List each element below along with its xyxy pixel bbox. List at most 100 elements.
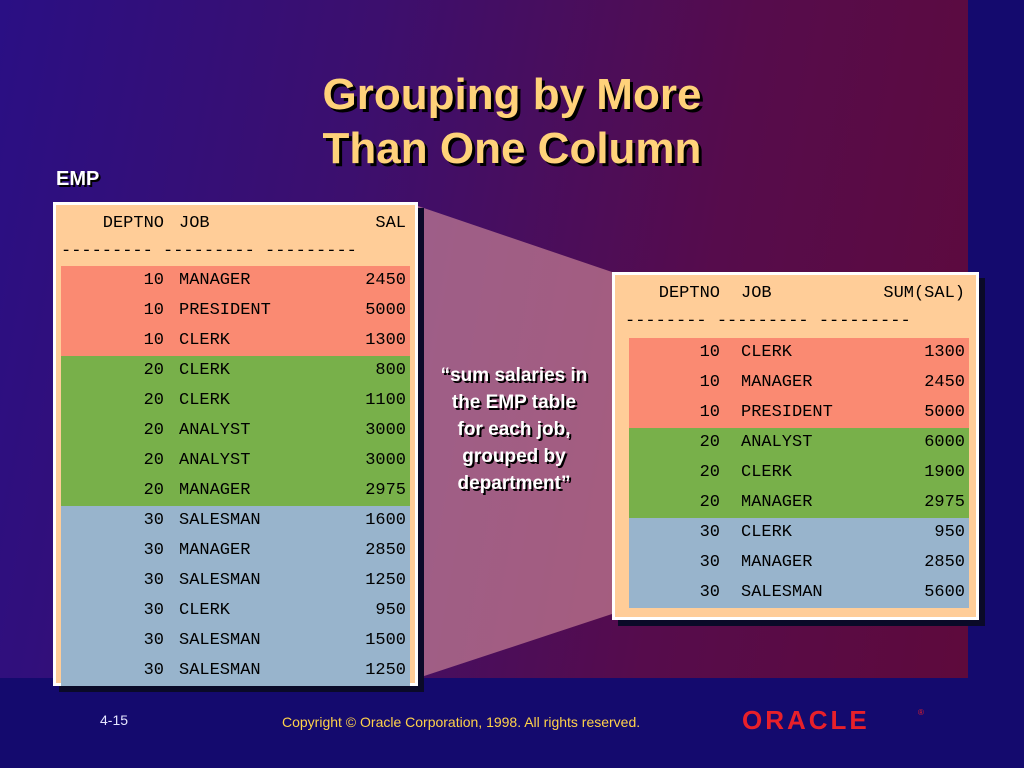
cell-sal: 1300 bbox=[924, 343, 965, 362]
cell-deptno: 30 bbox=[699, 553, 720, 572]
cell-job: ANALYST bbox=[179, 421, 251, 440]
cell-job: ANALYST bbox=[179, 451, 251, 470]
cell-sal: 5600 bbox=[924, 583, 965, 602]
callout-line: the EMP table bbox=[451, 392, 577, 413]
cell-job: CLERK bbox=[741, 523, 793, 542]
cell-job: CLERK bbox=[741, 463, 793, 482]
cell-deptno: 30 bbox=[143, 541, 164, 560]
cell-deptno: 20 bbox=[143, 451, 164, 470]
cell-job: CLERK bbox=[179, 331, 231, 350]
cell-deptno: 20 bbox=[143, 421, 164, 440]
cell-sal: 1500 bbox=[365, 631, 406, 650]
table-row: 30 MANAGER 2850 bbox=[61, 536, 410, 566]
slide-title: Grouping by More Than One Column bbox=[0, 68, 1024, 176]
page-number: 4-15 bbox=[100, 712, 129, 728]
result-table: DEPTNO JOB SUM(SAL) -------- --------- -… bbox=[612, 272, 979, 620]
header-sal: SAL bbox=[375, 214, 406, 233]
cell-deptno: 20 bbox=[143, 361, 164, 380]
cell-deptno: 10 bbox=[699, 373, 720, 392]
cell-job: CLERK bbox=[179, 601, 231, 620]
cell-job: CLERK bbox=[741, 343, 793, 362]
cell-deptno: 10 bbox=[699, 403, 720, 422]
cell-deptno: 30 bbox=[699, 583, 720, 602]
table-row: 10 MANAGER 2450 bbox=[61, 266, 410, 296]
cell-job: SALESMAN bbox=[179, 631, 261, 650]
cell-deptno: 10 bbox=[699, 343, 720, 362]
table-row: 30 CLERK 950 bbox=[61, 596, 410, 626]
table-row: 20 ANALYST 3000 bbox=[61, 446, 410, 476]
table-row: 20 ANALYST 6000 bbox=[629, 428, 969, 458]
cell-sal: 1250 bbox=[365, 571, 406, 590]
table-row: 30 SALESMAN 5600 bbox=[629, 578, 969, 608]
header-job: JOB bbox=[179, 214, 210, 233]
emp-table-label: EMP bbox=[56, 168, 100, 190]
dept-group: 20 ANALYST 6000 20 CLERK 1900 20 MANAGER 2975 bbox=[629, 428, 969, 518]
svg-text:®: ® bbox=[918, 708, 924, 717]
cell-sal: 2450 bbox=[365, 271, 406, 290]
table-row: 10 PRESIDENT 5000 bbox=[61, 296, 410, 326]
cell-deptno: 30 bbox=[143, 661, 164, 680]
table-row: 30 CLERK 950 bbox=[629, 518, 969, 548]
cell-deptno: 10 bbox=[143, 271, 164, 290]
cell-sal: 6000 bbox=[924, 433, 965, 452]
table-row: 30 MANAGER 2850 bbox=[629, 548, 969, 578]
cell-job: PRESIDENT bbox=[741, 403, 833, 422]
dept-group: 20 CLERK 800 20 CLERK 1100 20 ANALYST 3000 20 ANAL… bbox=[61, 356, 410, 506]
cell-sal: 5000 bbox=[924, 403, 965, 422]
dept-group: 30 CLERK 950 30 MANAGER 2850 30 SALESMAN 5600 bbox=[629, 518, 969, 608]
table-row: 20 ANALYST 3000 bbox=[61, 416, 410, 446]
header-divider: --------- --------- --------- bbox=[61, 242, 357, 261]
header-sum-sal: SUM(SAL) bbox=[883, 284, 965, 303]
cell-sal: 800 bbox=[375, 361, 406, 380]
cell-job: SALESMAN bbox=[179, 511, 261, 530]
cell-sal: 3000 bbox=[365, 451, 406, 470]
table-row: 10 CLERK 1300 bbox=[61, 326, 410, 356]
header-job: JOB bbox=[741, 284, 772, 303]
oracle-logo: ORACLE ® bbox=[742, 706, 924, 734]
cell-sal: 950 bbox=[375, 601, 406, 620]
cell-sal: 2850 bbox=[365, 541, 406, 560]
cell-sal: 1600 bbox=[365, 511, 406, 530]
dept-group: 10 CLERK 1300 10 MANAGER 2450 10 PRESIDENT 5000 bbox=[629, 338, 969, 428]
cell-sal: 1250 bbox=[365, 661, 406, 680]
cell-sal: 1900 bbox=[924, 463, 965, 482]
cell-sal: 2975 bbox=[365, 481, 406, 500]
table-row: 20 MANAGER 2975 bbox=[61, 476, 410, 506]
title-line-2: Than One Column bbox=[322, 124, 702, 173]
cell-job: MANAGER bbox=[179, 271, 251, 290]
logo-wordmark: ORACLE bbox=[742, 706, 870, 734]
cell-deptno: 20 bbox=[699, 493, 720, 512]
cell-deptno: 20 bbox=[699, 463, 720, 482]
cell-sal: 2975 bbox=[924, 493, 965, 512]
title-line-1: Grouping by More bbox=[322, 70, 702, 119]
callout-line: grouped by bbox=[462, 446, 566, 467]
header-divider: -------- --------- --------- bbox=[625, 312, 911, 331]
table-row: 30 SALESMAN 1600 bbox=[61, 506, 410, 536]
cell-deptno: 20 bbox=[143, 481, 164, 500]
cell-job: MANAGER bbox=[741, 373, 813, 392]
table-row: 30 SALESMAN 1500 bbox=[61, 626, 410, 656]
callout-line: “sum salaries in bbox=[440, 365, 588, 386]
table-row: 30 SALESMAN 1250 bbox=[61, 566, 410, 596]
callout-text: “sum salaries in the EMP table for each … bbox=[416, 362, 612, 497]
cell-job: ANALYST bbox=[741, 433, 813, 452]
table-row: 10 PRESIDENT 5000 bbox=[629, 398, 969, 428]
cell-job: MANAGER bbox=[179, 481, 251, 500]
cell-deptno: 30 bbox=[699, 523, 720, 542]
cell-deptno: 30 bbox=[143, 511, 164, 530]
cell-job: SALESMAN bbox=[179, 661, 261, 680]
callout-line: for each job, bbox=[457, 419, 571, 440]
cell-job: PRESIDENT bbox=[179, 301, 271, 320]
table-header: DEPTNO JOB SUM(SAL) bbox=[615, 279, 976, 309]
header-deptno: DEPTNO bbox=[658, 284, 720, 303]
header-deptno: DEPTNO bbox=[102, 214, 164, 233]
cell-deptno: 30 bbox=[143, 571, 164, 590]
table-header: DEPTNO JOB SAL bbox=[56, 209, 415, 239]
table-row: 10 MANAGER 2450 bbox=[629, 368, 969, 398]
cell-sal: 1100 bbox=[365, 391, 406, 410]
table-row: 20 CLERK 1900 bbox=[629, 458, 969, 488]
table-row: 20 MANAGER 2975 bbox=[629, 488, 969, 518]
cell-sal: 3000 bbox=[365, 421, 406, 440]
cell-deptno: 10 bbox=[143, 301, 164, 320]
cell-job: MANAGER bbox=[741, 493, 813, 512]
